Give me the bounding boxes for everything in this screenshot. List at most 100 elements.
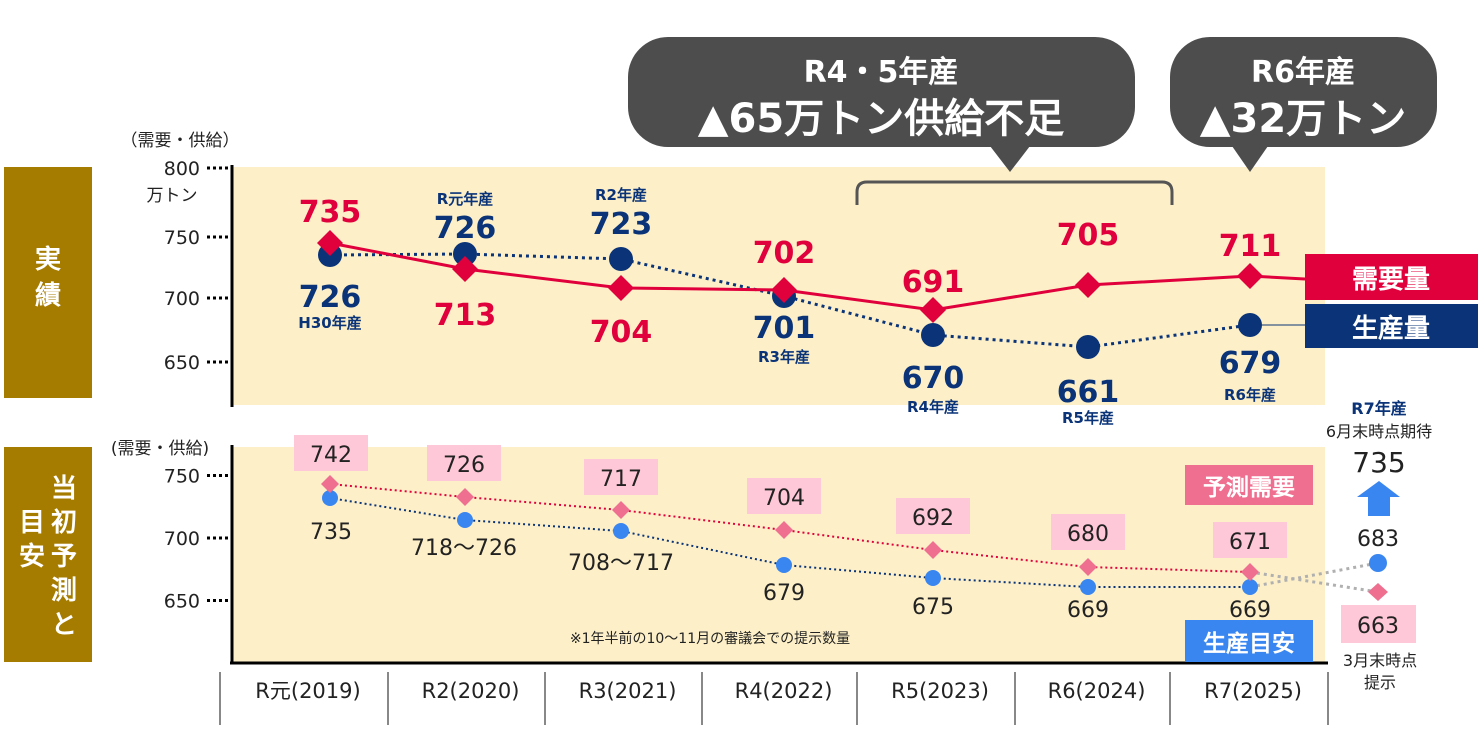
legend-forecast-demand-label: 予測需要 xyxy=(1203,475,1295,501)
r7-supply-line xyxy=(1249,561,1379,589)
section-forecast-label: 目 xyxy=(19,508,45,538)
demand-point xyxy=(1075,272,1101,298)
y-axis-label-bottom: (需要・供給) xyxy=(111,439,209,459)
supply-value-label: 726 xyxy=(434,211,497,246)
forecast-supply-value-label: 708～717 xyxy=(568,551,674,576)
r7-expect-sub: 6月末時点期待 xyxy=(1326,422,1432,441)
supply-point xyxy=(921,323,945,347)
demand-point xyxy=(452,256,478,282)
demand-value-label: 713 xyxy=(434,298,497,333)
y-axis-label-top: （需要・供給） xyxy=(121,131,240,151)
r7-expect-title: R7年産 xyxy=(1351,399,1406,418)
forecast-demand-label-bg xyxy=(747,478,821,514)
callout-box xyxy=(1170,37,1437,147)
legend-demand-label: 需要量 xyxy=(1352,265,1430,295)
demand-point xyxy=(771,277,797,303)
x-category-label: R4(2022) xyxy=(735,679,833,703)
forecast-supply-value-label: 679 xyxy=(763,581,805,606)
supply-year-label: R4年産 xyxy=(907,398,959,416)
r7-expect-value: 735 xyxy=(1352,446,1405,479)
forecast-demand-value-label: 692 xyxy=(912,506,954,531)
supply-year-label: H30年産 xyxy=(298,314,361,332)
demand-point xyxy=(317,230,343,256)
forecast-demand-label-bg xyxy=(294,435,368,471)
legend-forecast-demand xyxy=(1185,465,1313,505)
section-forecast-label: 初 xyxy=(51,508,77,538)
supply-year-label: R5年産 xyxy=(1062,409,1114,427)
legend-forecast-supply-label: 生産目安 xyxy=(1203,630,1295,657)
r7-demand-caption: 3月末時点 xyxy=(1343,651,1417,670)
demand-value-label: 691 xyxy=(902,265,965,300)
forecast-demand-point xyxy=(1079,558,1097,576)
forecast-demand-point xyxy=(456,488,474,506)
forecast-supply-point xyxy=(776,557,792,573)
forecast-supply-point xyxy=(613,523,629,539)
demand-point xyxy=(920,297,946,323)
forecast-demand-point xyxy=(1241,563,1259,581)
bracket xyxy=(855,180,1174,205)
supply-point xyxy=(1238,313,1262,337)
forecast-demand-value-label: 717 xyxy=(600,467,642,492)
y-tick-label: 750 xyxy=(164,466,200,488)
forecast-supply-value-label: 669 xyxy=(1229,598,1271,623)
forecast-demand-label-bg xyxy=(427,445,501,481)
forecast-demand-label-bg xyxy=(1051,514,1125,550)
y-tick-label: 800 xyxy=(164,158,200,180)
callout-title: R4・5年産 xyxy=(804,55,959,90)
forecast-supply-point xyxy=(1080,579,1096,595)
arrow-up-icon xyxy=(1357,481,1400,516)
section-forecast-label: 測 xyxy=(51,576,77,606)
forecast-supply-point xyxy=(925,570,941,586)
supply-point xyxy=(453,242,477,266)
forecast-demand-value-label: 680 xyxy=(1067,522,1109,547)
callout-box xyxy=(628,37,1135,147)
forecast-supply-point xyxy=(1242,579,1258,595)
section-actual-box xyxy=(4,167,92,398)
r7-supply-label: 683 xyxy=(1357,527,1399,552)
r7-demand-point xyxy=(1368,583,1388,601)
x-category-label: R元(2019) xyxy=(255,679,360,703)
supply-value-label: 661 xyxy=(1057,375,1120,410)
x-category-label: R6(2024) xyxy=(1048,679,1146,703)
y-tick-label: 650 xyxy=(164,352,200,374)
r7-demand-caption: 提示 xyxy=(1364,673,1396,692)
forecast-demand-point xyxy=(612,501,630,519)
forecast-supply-value-label: 675 xyxy=(912,595,954,620)
y-tick-label: 700 xyxy=(164,288,200,310)
forecast-supply-point xyxy=(457,512,473,528)
r7-demand-label: 663 xyxy=(1357,614,1399,639)
supply-point xyxy=(609,247,633,271)
section-actual-label: 実 xyxy=(35,244,61,275)
y-tick-label: 650 xyxy=(164,591,200,613)
forecast-supply-point xyxy=(322,490,338,506)
demand-value-label: 702 xyxy=(753,236,816,271)
forecast-demand-value-label: 704 xyxy=(763,486,805,511)
section-forecast-label: 当 xyxy=(51,474,77,504)
legend-supply-label: 生産量 xyxy=(1352,313,1430,344)
supply-value-label: 670 xyxy=(902,361,965,396)
supply-year-label: R元年産 xyxy=(437,190,494,208)
supply-value-label: 726 xyxy=(299,280,362,315)
x-category-label: R3(2021) xyxy=(579,679,677,703)
legend-forecast-supply xyxy=(1185,620,1313,662)
callout-value: ▲32万トン xyxy=(1200,96,1406,142)
forecast-demand-point xyxy=(321,475,339,493)
demand-value-label: 735 xyxy=(299,195,362,230)
forecast-supply-value-label: 735 xyxy=(310,520,352,545)
demand-line xyxy=(329,241,1306,312)
supply-value-label: 701 xyxy=(753,311,816,346)
forecast-demand-label-bg xyxy=(584,459,658,495)
demand-value-label: 711 xyxy=(1219,229,1282,264)
supply-value-label: 679 xyxy=(1219,346,1282,381)
forecast-demand-value-label: 726 xyxy=(443,453,485,478)
section-actual-label: 績 xyxy=(35,281,61,311)
r7-supply-point xyxy=(1369,554,1387,572)
forecast-demand-value-label: 742 xyxy=(310,443,352,468)
supply-year-label: R3年産 xyxy=(758,348,810,366)
supply-value-label: 723 xyxy=(590,207,653,242)
footnote: ※1年半前の10～11月の審議会での提示数量 xyxy=(570,630,850,647)
callout-title: R6年産 xyxy=(1251,55,1355,90)
y-axis-unit: 万トン xyxy=(147,186,198,206)
demand-value-label: 704 xyxy=(590,315,653,350)
